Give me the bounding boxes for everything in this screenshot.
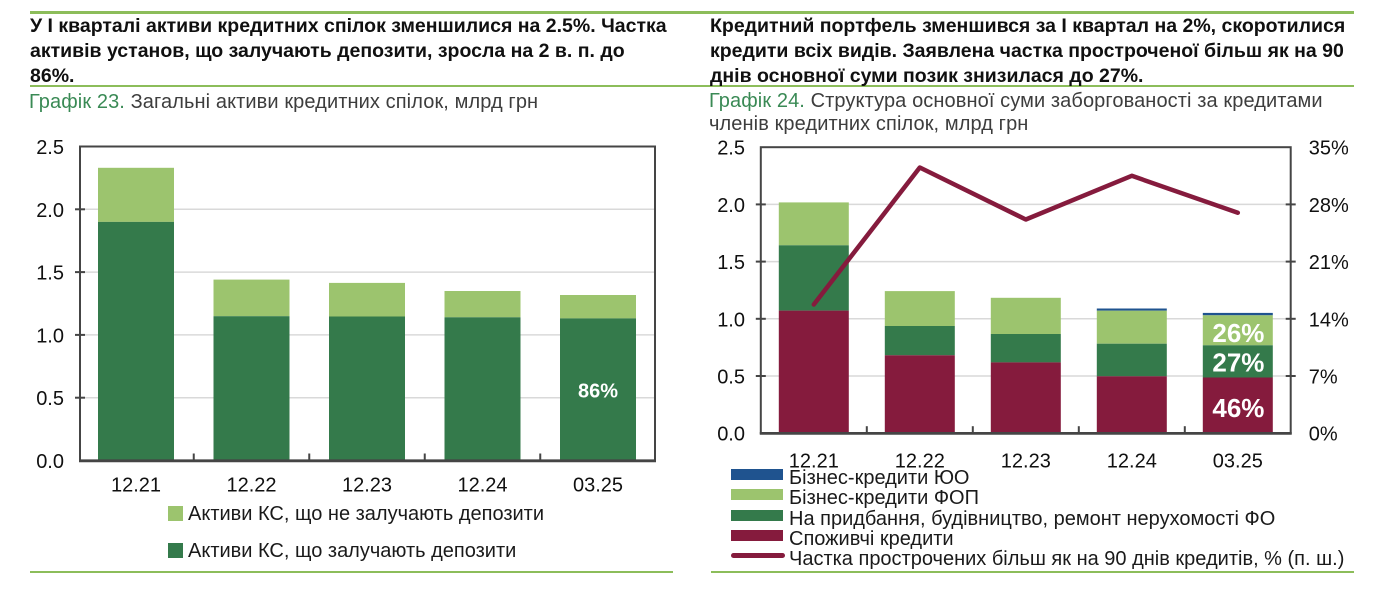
svg-text:03.25: 03.25 bbox=[573, 475, 623, 497]
svg-text:35%: 35% bbox=[1309, 138, 1349, 160]
svg-text:86%: 86% bbox=[578, 381, 618, 403]
svg-text:2.0: 2.0 bbox=[36, 200, 64, 222]
svg-text:0.0: 0.0 bbox=[36, 451, 64, 473]
svg-text:12.24: 12.24 bbox=[1107, 451, 1157, 473]
svg-text:12.21: 12.21 bbox=[111, 475, 161, 497]
svg-text:0%: 0% bbox=[1309, 424, 1338, 446]
svg-text:03.25: 03.25 bbox=[1213, 451, 1263, 473]
svg-text:2.5: 2.5 bbox=[36, 137, 64, 159]
svg-text:1.0: 1.0 bbox=[717, 309, 745, 331]
svg-text:46%: 46% bbox=[1212, 393, 1264, 423]
svg-text:12.23: 12.23 bbox=[342, 475, 392, 497]
svg-text:2.0: 2.0 bbox=[717, 195, 745, 217]
svg-text:12.24: 12.24 bbox=[457, 475, 507, 497]
svg-text:1.5: 1.5 bbox=[717, 252, 745, 274]
svg-text:7%: 7% bbox=[1309, 367, 1338, 389]
svg-text:2.5: 2.5 bbox=[717, 138, 745, 160]
svg-text:0.5: 0.5 bbox=[36, 388, 64, 410]
svg-text:26%: 26% bbox=[1212, 318, 1264, 348]
svg-text:12.22: 12.22 bbox=[226, 475, 276, 497]
svg-text:0.0: 0.0 bbox=[717, 424, 745, 446]
svg-text:0.5: 0.5 bbox=[717, 367, 745, 389]
svg-text:28%: 28% bbox=[1309, 195, 1349, 217]
svg-text:12.22: 12.22 bbox=[895, 451, 945, 473]
svg-text:21%: 21% bbox=[1309, 252, 1349, 274]
svg-text:27%: 27% bbox=[1212, 348, 1264, 378]
svg-text:1.0: 1.0 bbox=[36, 325, 64, 347]
svg-text:12.23: 12.23 bbox=[1001, 451, 1051, 473]
svg-text:14%: 14% bbox=[1309, 309, 1349, 331]
svg-text:12.21: 12.21 bbox=[789, 451, 839, 473]
svg-text:1.5: 1.5 bbox=[36, 263, 64, 285]
